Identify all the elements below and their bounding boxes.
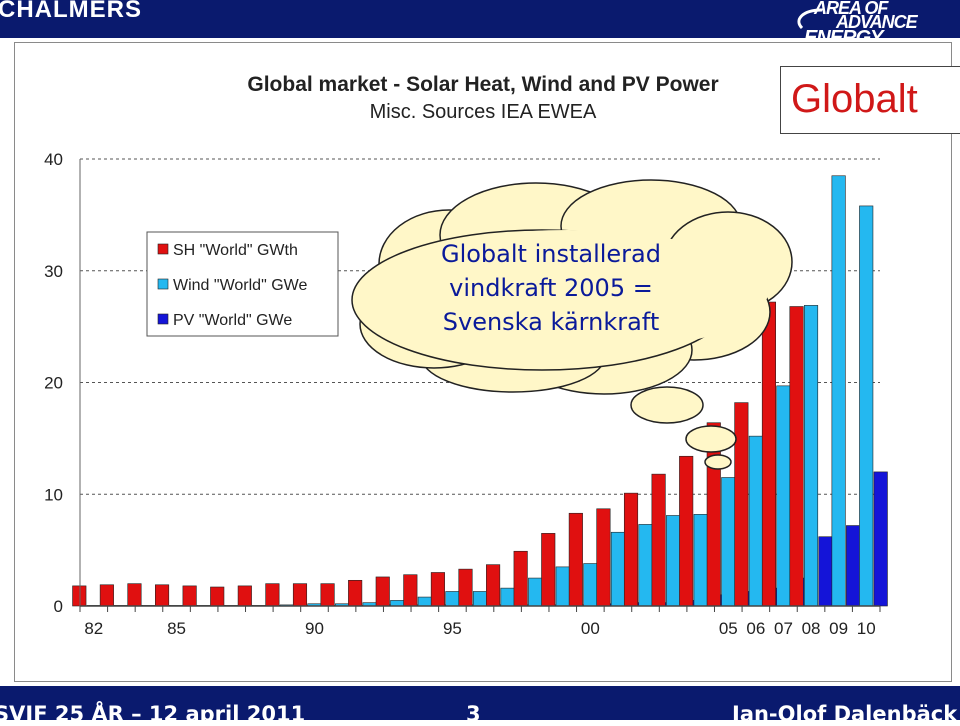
area-line-2: ADVANCE (836, 12, 918, 32)
bar (486, 564, 501, 607)
footer-author: Jan-Olof Dalenbäck (732, 702, 958, 726)
footer-event: SVIF 25 ÅR – 12 april 2011 (0, 702, 306, 726)
bar (721, 477, 736, 607)
callout-line-3: Svenska kärnkraft (443, 308, 659, 336)
bar (846, 525, 861, 607)
footer-page-number: 3 (466, 702, 481, 726)
bar (472, 591, 488, 607)
bar (761, 301, 776, 607)
x-tick-label: 06 (746, 619, 765, 638)
bar (417, 596, 432, 607)
x-tick-label: 08 (802, 619, 821, 638)
bar (72, 585, 87, 607)
bar (610, 531, 625, 607)
bar (375, 576, 390, 607)
bar (445, 591, 460, 607)
bar (859, 205, 874, 607)
legend-entry: PV "World" GWe (173, 312, 292, 329)
bar (320, 583, 335, 607)
bar (596, 508, 611, 607)
bar (623, 492, 639, 607)
bar (776, 385, 791, 607)
callout-line-2: vindkraft 2005 = (449, 274, 653, 302)
x-tick-label: 85 (167, 619, 186, 638)
thought-dot (704, 454, 732, 470)
bar (458, 568, 473, 607)
bar (155, 584, 170, 607)
bar (748, 435, 763, 607)
chart-subtitle: Misc. Sources IEA EWEA (370, 101, 597, 123)
x-tick-label: 10 (857, 619, 876, 638)
bar (403, 574, 418, 607)
thought-bubble (351, 179, 793, 470)
legend-swatch (157, 313, 169, 325)
bar (555, 566, 570, 607)
bar (693, 514, 708, 607)
x-tick-label: 07 (774, 619, 793, 638)
x-tick-label: 05 (719, 619, 738, 638)
bar (789, 306, 804, 607)
legend-box (146, 231, 339, 337)
bar (210, 586, 225, 607)
y-tick-label: 20 (44, 374, 63, 393)
legend-swatch (157, 243, 169, 255)
bar (513, 550, 528, 607)
bar (873, 471, 888, 607)
bar (638, 524, 653, 607)
x-tick-label: 90 (305, 619, 324, 638)
bar (528, 577, 543, 607)
cloud-fill (368, 230, 768, 354)
bar (831, 175, 846, 607)
x-tick-label: 95 (443, 619, 462, 638)
y-tick-label: 0 (54, 597, 63, 616)
brand-logo: CHALMERS (0, 0, 142, 23)
bar (500, 587, 515, 607)
legend-entry: SH "World" GWth (173, 242, 298, 259)
y-tick-label: 10 (44, 485, 63, 504)
x-tick-label: 09 (829, 619, 848, 638)
bar (568, 512, 583, 607)
bar (99, 584, 114, 607)
bar (127, 583, 142, 607)
x-tick-label: 82 (84, 619, 103, 638)
legend: SH "World" GWth Wind "World" GWe PV "World… (146, 231, 339, 337)
legend-swatch (157, 278, 169, 290)
legend-entry: Wind "World" GWe (173, 277, 307, 294)
slide-title: Globalt (791, 77, 918, 121)
y-tick-label: 30 (44, 262, 63, 281)
bar (390, 600, 405, 607)
footer-bar: SVIF 25 ÅR – 12 april 2011 3 Jan-Olof Da… (0, 686, 960, 726)
bar (430, 572, 445, 607)
logo-swoosh-icon (797, 8, 823, 30)
bar (734, 402, 749, 607)
bar (818, 536, 833, 607)
bar (265, 583, 280, 607)
bar (666, 515, 681, 607)
bar (651, 473, 666, 607)
bar (541, 533, 556, 607)
bar (583, 563, 598, 607)
bar (292, 583, 308, 607)
thought-dot (630, 386, 704, 424)
slide-title-box: Globalt (780, 66, 960, 134)
bar (803, 305, 819, 607)
area-line-1: AREA OF (814, 0, 888, 18)
bar (679, 455, 694, 607)
bar (348, 579, 363, 607)
chart-title: Global market - Solar Heat, Wind and PV … (247, 73, 718, 96)
y-tick-label: 40 (44, 150, 63, 169)
bar (182, 585, 197, 607)
bar (237, 585, 252, 607)
callout-line-1: Globalt installerad (441, 240, 661, 268)
thought-dot (685, 425, 737, 453)
x-tick-label: 00 (581, 619, 600, 638)
